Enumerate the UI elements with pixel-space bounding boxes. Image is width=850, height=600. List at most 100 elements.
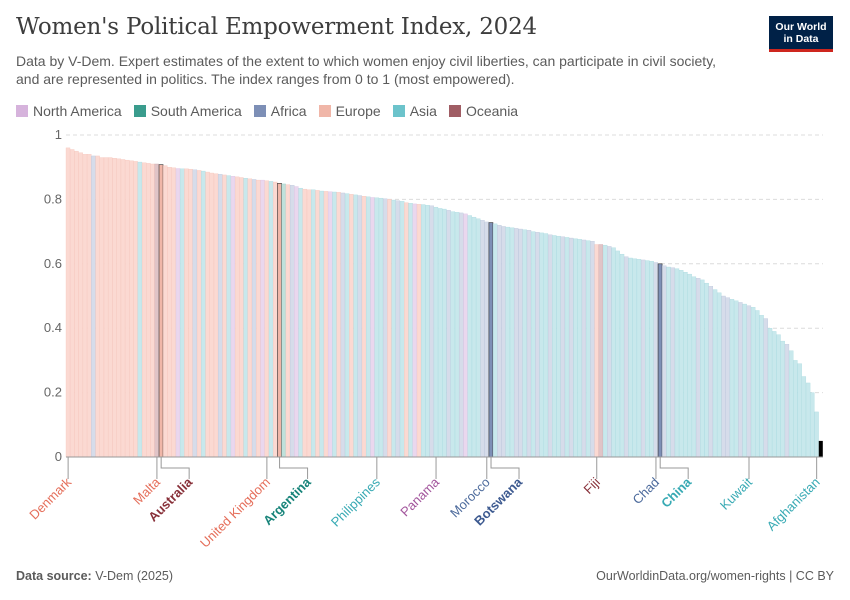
bar[interactable] [239,177,244,458]
bar[interactable] [674,268,680,458]
bar[interactable] [624,256,629,458]
bar[interactable] [789,350,794,458]
bar[interactable] [459,212,464,458]
bar[interactable] [361,196,367,458]
bar[interactable] [87,154,92,458]
bar[interactable] [454,212,460,458]
bar[interactable] [99,157,105,458]
bar[interactable] [243,178,248,458]
bar[interactable] [772,331,777,458]
bar[interactable] [590,241,595,458]
bar[interactable] [264,180,269,458]
bar[interactable] [683,272,688,458]
owid-logo[interactable]: Our World in Data [769,16,833,52]
bar[interactable] [133,161,138,458]
bar[interactable] [70,149,75,458]
bar[interactable] [535,232,540,458]
bar[interactable] [586,240,591,458]
bar[interactable] [256,179,261,458]
bar[interactable] [463,213,468,458]
bar[interactable] [103,157,109,458]
bar[interactable] [141,162,147,458]
bar[interactable] [399,201,405,458]
bar[interactable] [78,152,83,458]
bar[interactable] [108,157,113,458]
bar[interactable] [653,262,659,458]
bar[interactable] [222,174,227,458]
bar[interactable] [446,210,451,458]
legend-item-north-america[interactable]: North America [16,101,122,121]
bar[interactable] [793,360,798,458]
bar[interactable] [425,205,430,458]
bar[interactable] [704,282,709,458]
bar[interactable] [607,246,612,458]
bar[interactable] [260,179,265,458]
bar[interactable] [247,178,253,458]
bar[interactable] [738,302,743,458]
bar[interactable] [679,270,684,458]
footer-link[interactable]: OurWorldinData.org/women-rights | CC BY [596,569,834,583]
bar[interactable] [129,160,134,458]
bar[interactable] [505,226,511,458]
bar[interactable] [171,167,176,458]
bar[interactable] [429,205,434,458]
bar[interactable] [442,208,447,458]
bar[interactable] [116,158,121,458]
legend-item-asia[interactable]: Asia [392,101,437,121]
bar[interactable] [395,200,401,458]
bar[interactable] [700,279,705,458]
bar[interactable] [767,328,773,458]
bar[interactable] [433,206,439,458]
bar[interactable] [814,411,819,458]
legend-item-south-america[interactable]: South America [133,101,242,121]
bar[interactable] [712,289,718,458]
bar[interactable] [543,233,549,458]
bar[interactable] [112,158,117,458]
bar[interactable] [65,147,71,458]
bar[interactable] [74,150,79,458]
bar[interactable] [564,237,570,458]
bar[interactable] [421,204,426,458]
bar[interactable] [645,260,650,458]
bar[interactable] [353,194,358,458]
bar[interactable] [539,232,544,458]
bar[interactable] [602,244,608,458]
bar[interactable] [366,196,371,458]
bar[interactable] [412,203,417,458]
bar[interactable] [556,235,561,458]
bar[interactable] [619,253,625,458]
bar[interactable] [82,154,88,458]
bar[interactable] [230,176,236,458]
bar[interactable] [95,155,100,458]
bar[interactable] [323,191,329,458]
bar[interactable] [408,203,413,458]
bar[interactable] [277,182,282,458]
bar[interactable] [801,376,807,458]
bar[interactable] [526,230,532,458]
bar[interactable] [581,239,587,458]
bar[interactable] [467,215,472,458]
bar[interactable] [687,273,692,458]
bar[interactable] [573,238,578,458]
bar[interactable] [294,186,299,458]
bar[interactable] [120,159,126,458]
bar[interactable] [154,163,159,458]
bar[interactable] [201,170,206,458]
bar[interactable] [501,226,506,458]
bar[interactable] [137,161,143,458]
bar[interactable] [742,303,747,458]
bar[interactable] [268,181,274,458]
bar[interactable] [818,440,823,457]
bar[interactable] [374,197,379,458]
bar[interactable] [480,220,485,458]
bar[interactable] [336,192,341,458]
bar[interactable] [302,188,308,458]
bar[interactable] [805,382,811,458]
bar[interactable] [759,315,764,458]
bar[interactable] [531,231,536,458]
bar[interactable] [438,208,443,458]
bar[interactable] [158,164,164,458]
bar[interactable] [180,168,185,458]
bar[interactable] [349,194,354,458]
bar[interactable] [776,334,781,458]
